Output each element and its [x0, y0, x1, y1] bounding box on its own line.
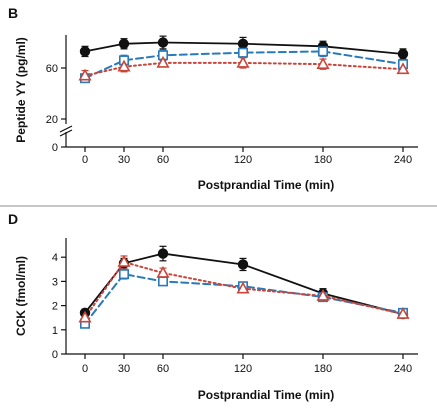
- series-point-b-0-circle-marker: [157, 37, 169, 48]
- series-point-b-2-triangle-marker: [78, 68, 92, 81]
- panel-b: B Peptide YY (pg/ml) Postprandial Time (…: [8, 5, 418, 192]
- series-point-b-2-triangle-marker: [236, 55, 250, 68]
- y-tick-label-b: 60: [46, 63, 58, 75]
- series-line-d-2: [84, 261, 404, 319]
- series-point-d-2-triangle-marker: [156, 265, 170, 278]
- panel-label-d: D: [8, 211, 18, 227]
- y-tick-label-d: 4: [52, 252, 58, 264]
- series-point-d-2-triangle-marker: [396, 307, 410, 319]
- y-axis-title-b: Peptide YY (pg/ml): [14, 37, 28, 143]
- x-tick-label-b: 60: [157, 154, 169, 166]
- y-tick-label-b: 20: [46, 114, 58, 126]
- x-axis-title-d: Postprandial Time (min): [198, 388, 334, 402]
- series-point-d-1-square-marker: [119, 269, 130, 280]
- series-point-b-1-square-marker: [238, 47, 249, 58]
- panel-d: D CCK (fmol/ml) Postprandial Time (min) …: [8, 211, 418, 402]
- x-tick-label-d: 0: [82, 363, 88, 375]
- y-tick-label-b: 0: [52, 142, 58, 154]
- y-tick-label-d: 2: [52, 301, 58, 313]
- series-point-d-2-triangle-marker: [316, 288, 330, 301]
- x-tick-label-b: 240: [394, 154, 412, 166]
- y-tick-label-d: 0: [52, 349, 58, 361]
- series-point-d-2-triangle-marker: [78, 310, 92, 323]
- series-point-b-0-circle-marker: [237, 38, 249, 49]
- panel-label-b: B: [8, 5, 18, 21]
- y-tick-label-d: 1: [52, 325, 58, 337]
- x-tick-label-b: 30: [118, 154, 130, 166]
- x-tick-label-b: 120: [234, 154, 252, 166]
- series-point-b-2-triangle-marker: [396, 62, 410, 75]
- series-line-b-1: [84, 50, 404, 80]
- series-point-d-2-triangle-marker: [236, 281, 250, 294]
- x-tick-label-d: 60: [157, 363, 169, 375]
- y-tick-label-d: 3: [52, 276, 58, 288]
- series-line-d-1: [84, 273, 404, 325]
- series-line-b-0: [84, 41, 404, 55]
- series-line-b-2: [84, 61, 404, 77]
- series-point-b-1-square-marker: [317, 46, 328, 57]
- series-point-b-0-circle-marker: [118, 38, 130, 49]
- x-tick-label-b: 180: [314, 154, 332, 166]
- series-point-d-0-circle-marker: [157, 248, 169, 259]
- series-point-b-2-triangle-marker: [117, 59, 131, 72]
- series-point-b-2-triangle-marker: [316, 57, 330, 69]
- series-point-d-1-square-marker: [158, 276, 169, 287]
- series-point-d-2-triangle-marker: [117, 254, 131, 267]
- axis-break-mark-b: [59, 129, 73, 137]
- x-tick-label-d: 180: [314, 363, 332, 375]
- x-tick-label-d: 120: [234, 363, 252, 375]
- x-tick-label-d: 240: [394, 363, 412, 375]
- series-point-b-2-triangle-marker: [156, 55, 170, 68]
- axis-break-mark-b: [59, 125, 73, 133]
- series-point-b-0-circle-marker: [79, 46, 91, 57]
- series-point-d-0-circle-marker: [237, 259, 249, 270]
- y-axis-title-d: CCK (fmol/ml): [14, 256, 28, 336]
- x-tick-label-d: 30: [118, 363, 130, 375]
- x-axis-title-b: Postprandial Time (min): [198, 178, 334, 192]
- x-tick-label-b: 0: [82, 154, 88, 166]
- series-point-b-0-circle-marker: [397, 48, 409, 60]
